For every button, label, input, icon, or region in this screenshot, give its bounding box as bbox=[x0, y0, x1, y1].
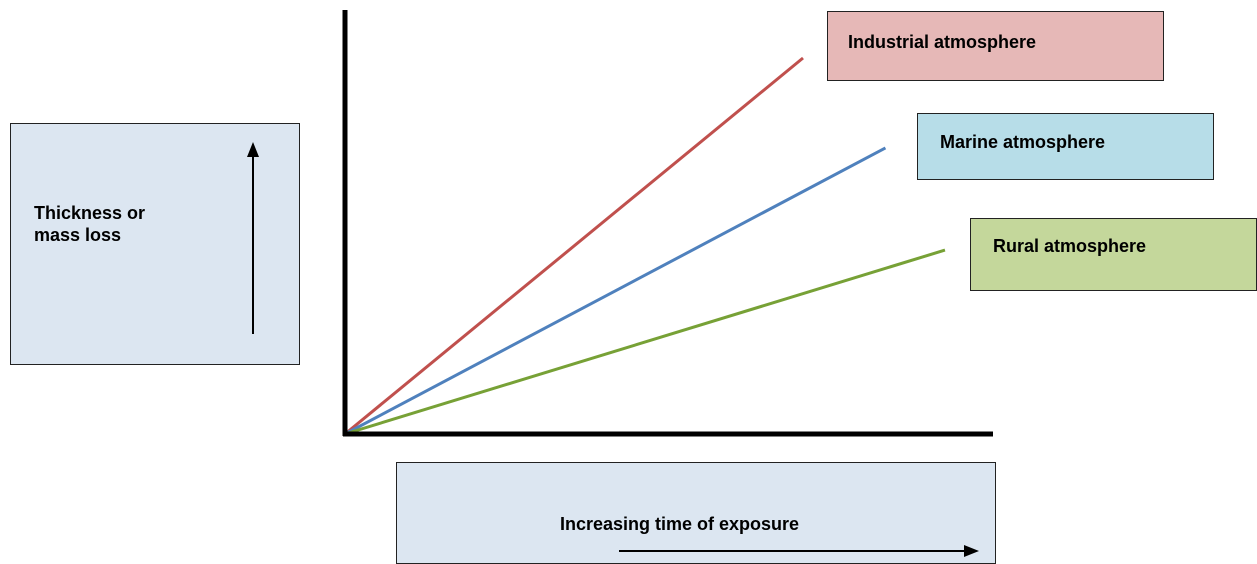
series-rural-line bbox=[344, 248, 946, 436]
y-axis-label-line2: mass loss bbox=[34, 225, 122, 245]
legend-industrial-atmosphere: Industrial atmosphere bbox=[827, 11, 1164, 81]
legend-rural-label: Rural atmosphere bbox=[993, 236, 1147, 256]
y-axis-label: Thickness or mass loss bbox=[34, 202, 145, 246]
series-layer bbox=[344, 56, 946, 436]
y-axis-label-line1: Thickness or bbox=[34, 203, 146, 223]
series-marine-line bbox=[344, 146, 887, 436]
legend-marine-label: Marine atmosphere bbox=[940, 132, 1106, 152]
legend-industrial-label: Industrial atmosphere bbox=[848, 32, 1037, 52]
x-axis-label-box: Increasing time of exposure bbox=[396, 462, 996, 564]
x-axis-label: Increasing time of exposure bbox=[560, 514, 800, 534]
up-arrow-icon bbox=[247, 142, 259, 334]
legend-marine-atmosphere: Marine atmosphere bbox=[917, 113, 1214, 180]
legend-rural-atmosphere: Rural atmosphere bbox=[970, 218, 1257, 291]
right-arrow-icon bbox=[619, 545, 979, 557]
y-axis-label-box: Thickness or mass loss bbox=[10, 123, 300, 365]
series-industrial-line bbox=[344, 56, 804, 436]
